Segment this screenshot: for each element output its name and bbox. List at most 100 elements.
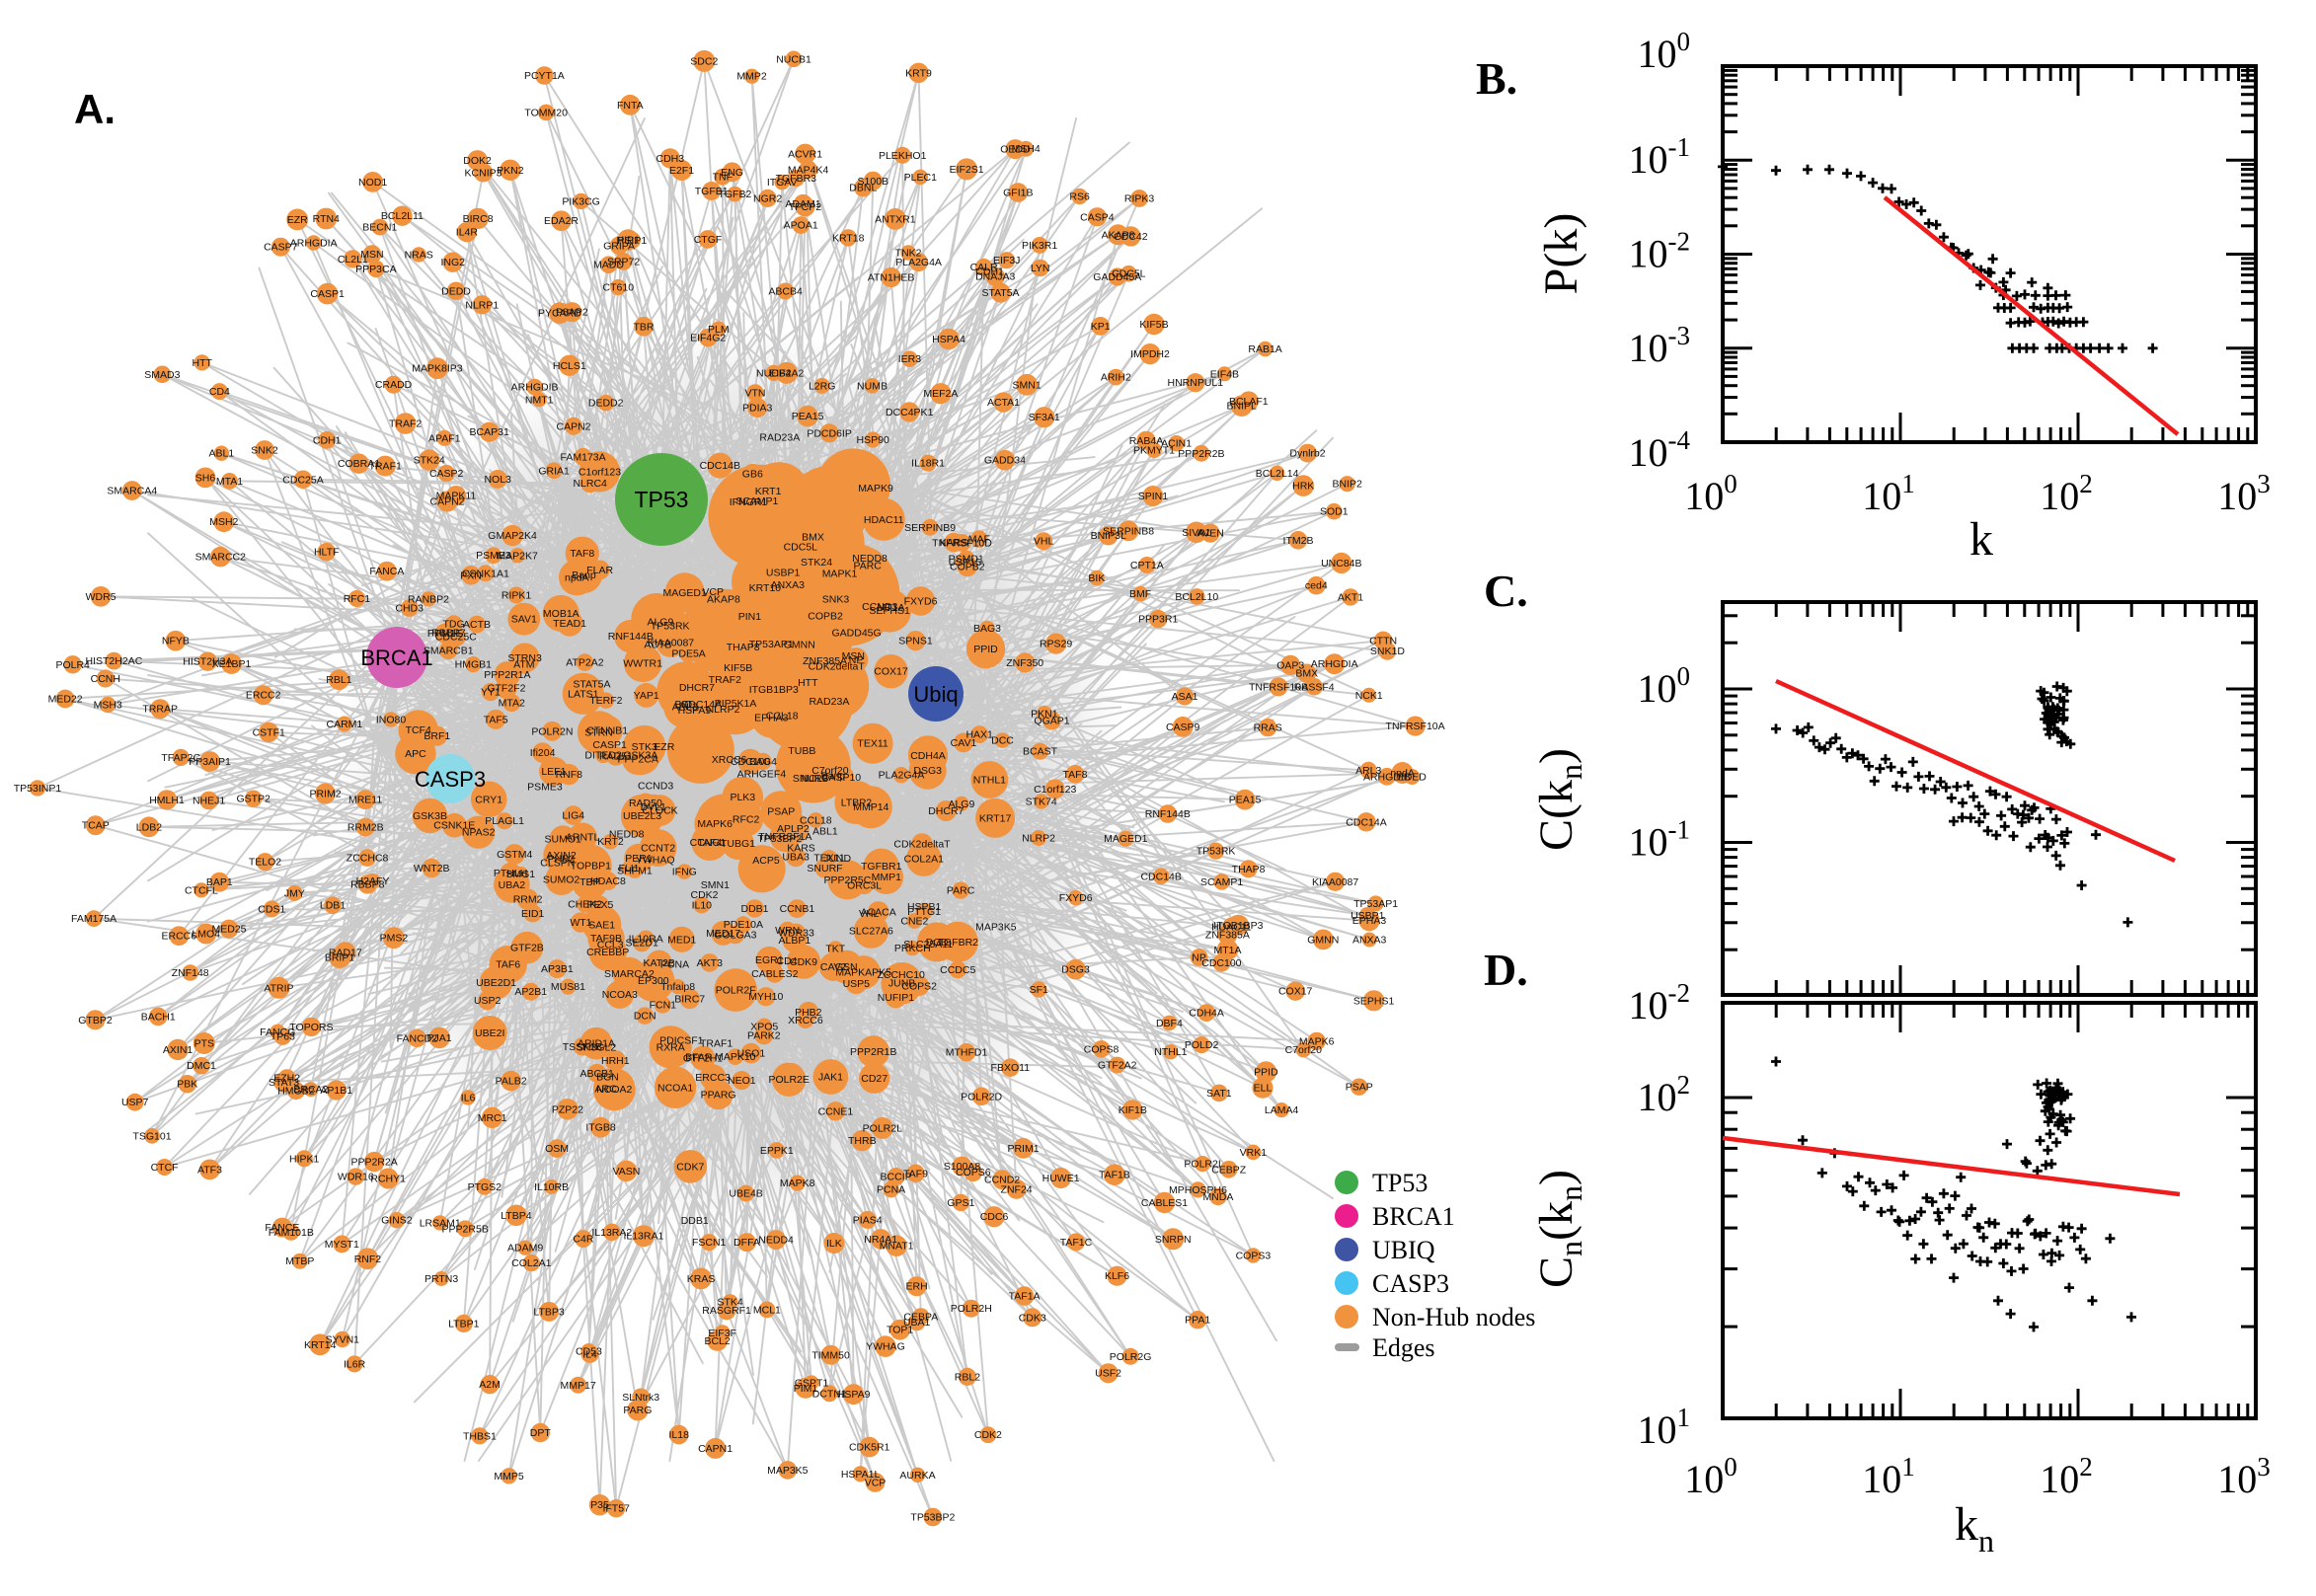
svg-text:CCND3: CCND3 bbox=[638, 781, 673, 793]
svg-text:FLAR: FLAR bbox=[586, 565, 613, 576]
svg-text:DOK2: DOK2 bbox=[463, 155, 492, 167]
svg-text:ARHGDIB: ARHGDIB bbox=[511, 382, 559, 394]
svg-text:RNF144B: RNF144B bbox=[608, 631, 654, 643]
svg-text:S100B: S100B bbox=[858, 176, 889, 188]
svg-text:IL18: IL18 bbox=[668, 1429, 689, 1441]
svg-text:PPP2R5B: PPP2R5B bbox=[442, 1223, 489, 1235]
svg-text:GSK3A: GSK3A bbox=[623, 749, 657, 761]
svg-text:Dynlrb2: Dynlrb2 bbox=[1289, 448, 1325, 460]
svg-text:CRY1: CRY1 bbox=[475, 794, 502, 805]
svg-text:CDK9: CDK9 bbox=[790, 956, 817, 968]
svg-text:MYH10: MYH10 bbox=[748, 991, 783, 1003]
svg-text:IL18R1: IL18R1 bbox=[911, 458, 945, 470]
svg-text:C4R: C4R bbox=[573, 1234, 593, 1246]
svg-text:CDC5L: CDC5L bbox=[1112, 268, 1146, 280]
svg-text:LDB1: LDB1 bbox=[320, 900, 346, 912]
svg-text:TCAP: TCAP bbox=[82, 820, 110, 832]
svg-text:RASSF4: RASSF4 bbox=[1294, 681, 1335, 693]
svg-text:TOMM20: TOMM20 bbox=[524, 107, 568, 118]
svg-text:CD53: CD53 bbox=[576, 1346, 602, 1358]
svg-text:IL4: IL4 bbox=[582, 1348, 597, 1360]
svg-text:FANCD2: FANCD2 bbox=[397, 1032, 438, 1044]
svg-text:UBE2L3: UBE2L3 bbox=[623, 810, 661, 822]
svg-text:UBE2D1: UBE2D1 bbox=[476, 977, 516, 989]
svg-text:RAD23A: RAD23A bbox=[759, 431, 800, 443]
svg-text:GSK3B: GSK3B bbox=[413, 810, 447, 822]
svg-text:YWHAQ: YWHAQ bbox=[636, 854, 675, 866]
svg-text:KAT2B: KAT2B bbox=[643, 957, 674, 969]
svg-text:LAMA4: LAMA4 bbox=[1265, 1104, 1299, 1116]
svg-text:PPP2R1B: PPP2R1B bbox=[850, 1046, 896, 1058]
svg-text:HCLS1: HCLS1 bbox=[553, 360, 586, 372]
svg-text:IL6R: IL6R bbox=[344, 1358, 366, 1370]
svg-text:AVEN: AVEN bbox=[1197, 528, 1224, 540]
svg-text:CASP7: CASP7 bbox=[264, 242, 298, 254]
svg-text:GOLGA3: GOLGA3 bbox=[714, 930, 756, 942]
svg-text:PHB2: PHB2 bbox=[548, 853, 576, 865]
svg-text:NP: NP bbox=[849, 654, 864, 666]
svg-text:IL10RB: IL10RB bbox=[534, 1181, 569, 1193]
svg-text:PARK2: PARK2 bbox=[747, 1030, 781, 1042]
svg-text:IL13RA1: IL13RA1 bbox=[623, 1231, 663, 1243]
svg-text:NEDD4: NEDD4 bbox=[758, 1235, 794, 1247]
svg-text:KRT1: KRT1 bbox=[755, 486, 782, 497]
svg-text:DITED2: DITED2 bbox=[584, 749, 622, 761]
svg-text:CDC100: CDC100 bbox=[731, 756, 770, 768]
svg-text:OEDD: OEDD bbox=[1000, 144, 1031, 156]
svg-text:CHD3: CHD3 bbox=[395, 603, 424, 615]
svg-text:SAT1: SAT1 bbox=[1206, 1088, 1232, 1100]
svg-text:P(k): P(k) bbox=[1535, 213, 1587, 295]
svg-text:TAF9: TAF9 bbox=[903, 1168, 928, 1179]
svg-text:ACP5: ACP5 bbox=[752, 855, 780, 867]
svg-text:XPO5: XPO5 bbox=[750, 1021, 778, 1032]
svg-text:STK4: STK4 bbox=[717, 1297, 742, 1309]
svg-text:PKMYT1: PKMYT1 bbox=[1133, 445, 1175, 457]
svg-text:BMX: BMX bbox=[802, 531, 824, 543]
svg-text:TAF1C: TAF1C bbox=[1060, 1237, 1093, 1249]
svg-text:FAM101B: FAM101B bbox=[269, 1227, 314, 1239]
svg-text:ARL3: ARL3 bbox=[672, 702, 698, 714]
svg-text:BNIP2: BNIP2 bbox=[1333, 479, 1363, 491]
svg-text:BCAP31: BCAP31 bbox=[470, 426, 509, 438]
svg-text:UBA1: UBA1 bbox=[903, 1317, 931, 1329]
svg-text:MSH4: MSH4 bbox=[1012, 143, 1041, 155]
svg-text:DMC1: DMC1 bbox=[187, 1060, 216, 1072]
svg-text:CDC25A: CDC25A bbox=[282, 474, 323, 486]
svg-text:USP7: USP7 bbox=[121, 1097, 149, 1108]
svg-text:FSCN1: FSCN1 bbox=[692, 1237, 727, 1249]
svg-text:ACACA: ACACA bbox=[861, 906, 896, 918]
svg-text:NRAS: NRAS bbox=[405, 249, 433, 261]
svg-text:CLOCK: CLOCK bbox=[643, 805, 678, 817]
svg-text:MTBP: MTBP bbox=[285, 1255, 314, 1267]
svg-text:MAP3K5: MAP3K5 bbox=[975, 921, 1017, 933]
svg-text:CL2L1: CL2L1 bbox=[338, 254, 368, 266]
svg-text:TEX11: TEX11 bbox=[813, 853, 844, 865]
svg-text:CASP3: CASP3 bbox=[1372, 1269, 1449, 1298]
svg-text:GRIA1: GRIA1 bbox=[538, 465, 570, 477]
svg-text:PTTG1: PTTG1 bbox=[907, 906, 941, 918]
svg-text:AP1B1: AP1B1 bbox=[320, 1085, 352, 1097]
svg-text:VHL: VHL bbox=[859, 908, 880, 920]
svg-text:FAM175A: FAM175A bbox=[71, 913, 116, 925]
svg-text:LATS1: LATS1 bbox=[568, 688, 598, 700]
svg-text:TAF1A: TAF1A bbox=[1009, 1291, 1041, 1303]
svg-text:RAD23A: RAD23A bbox=[809, 696, 849, 708]
svg-text:NUCB2: NUCB2 bbox=[756, 367, 792, 379]
svg-text:RNF144B: RNF144B bbox=[1145, 808, 1191, 820]
svg-text:CCL3: CCL3 bbox=[597, 939, 624, 950]
svg-text:BMF: BMF bbox=[1129, 588, 1151, 600]
svg-text:MT1A: MT1A bbox=[1213, 945, 1241, 956]
svg-text:SPIN1: SPIN1 bbox=[1138, 491, 1169, 502]
svg-text:STRN3: STRN3 bbox=[507, 652, 542, 664]
svg-text:SEPHS1: SEPHS1 bbox=[1353, 995, 1395, 1007]
svg-text:OSM: OSM bbox=[545, 1143, 569, 1155]
svg-text:SMARCA4: SMARCA4 bbox=[107, 486, 157, 497]
svg-text:IL4R: IL4R bbox=[456, 227, 479, 239]
svg-text:CDK3: CDK3 bbox=[1019, 1312, 1046, 1324]
svg-text:RAB1A: RAB1A bbox=[1248, 343, 1281, 355]
svg-text:RRM2: RRM2 bbox=[513, 894, 543, 906]
svg-text:PPID: PPID bbox=[1254, 1066, 1278, 1078]
svg-text:PEA15: PEA15 bbox=[1229, 795, 1262, 806]
svg-text:ARHGEF4: ARHGEF4 bbox=[737, 768, 787, 780]
svg-text:RBBP7: RBBP7 bbox=[431, 627, 466, 639]
